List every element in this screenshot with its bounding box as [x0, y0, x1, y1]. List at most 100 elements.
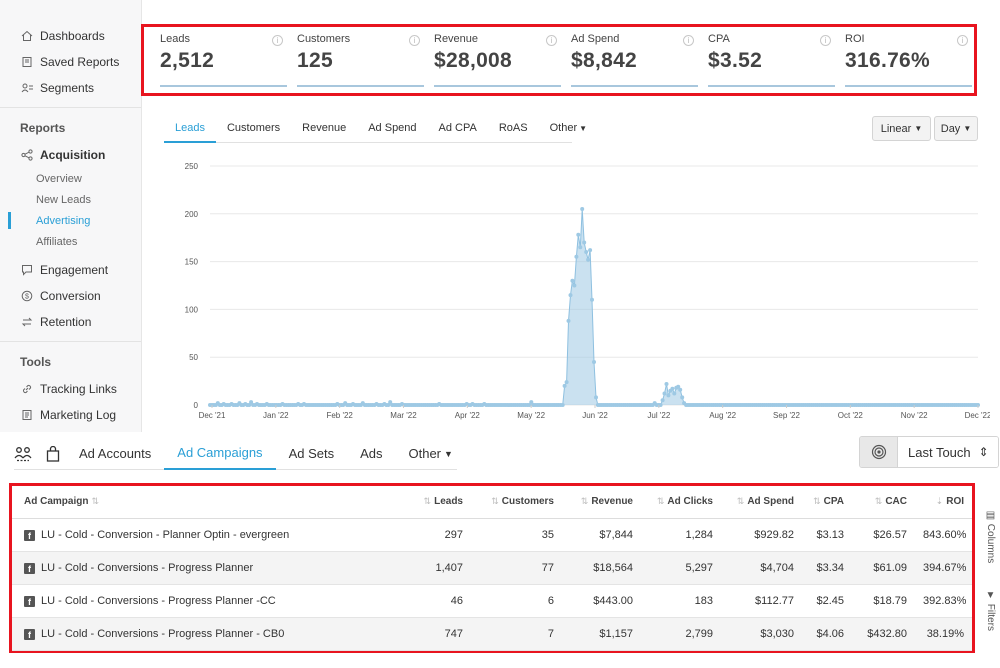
kpi-card-revenue[interactable]: Revenue i $28,008	[434, 31, 561, 87]
kpi-value: $8,842	[571, 49, 638, 72]
filters-toggle[interactable]: ▼ Filters	[985, 590, 996, 631]
kpi-label: Customers	[297, 33, 351, 45]
column-header-ad-clicks[interactable]: ⇅ Ad Clicks	[641, 486, 721, 519]
attribution-dropdown[interactable]: Last Touch ⇕	[898, 437, 998, 467]
tab-ad-accounts[interactable]: Ad Accounts	[79, 446, 152, 461]
info-icon[interactable]: i	[957, 35, 968, 46]
sidebar-sub-advertising[interactable]: Advertising	[0, 210, 141, 231]
series-area	[210, 209, 978, 405]
columns-toggle[interactable]: ▤ Columns	[985, 510, 996, 563]
column-header-roi[interactable]: ⇣ ROI	[915, 486, 972, 519]
sidebar-item-dashboards[interactable]: Dashboards	[0, 23, 141, 49]
sidebar-item-segments[interactable]: Segments	[0, 75, 141, 101]
tab-ad-spend[interactable]: Ad Spend	[368, 122, 417, 134]
sidebar-item-saved-reports[interactable]: Saved Reports	[0, 49, 141, 75]
cell-ad-spend: $3,030	[721, 617, 802, 651]
column-header-ad-spend[interactable]: ⇅ Ad Spend	[721, 486, 802, 519]
people-icon[interactable]	[14, 444, 32, 464]
cell-ad-clicks: 183	[641, 584, 721, 618]
sidebar-item-acquisition[interactable]: Acquisition	[0, 142, 141, 168]
table-row[interactable]: f LU - Cold - Conversions - Progress Plan…	[12, 551, 972, 585]
table-row[interactable]: f LU - Cold - Conversions - Progress Plan…	[12, 584, 972, 618]
bag-icon[interactable]	[46, 444, 60, 464]
cell-leads: 747	[396, 617, 471, 651]
sidebar-divider	[0, 341, 141, 342]
kpi-label: Ad Spend	[571, 33, 620, 45]
scale-dropdown[interactable]: Linear ▼	[872, 116, 931, 141]
interval-dropdown[interactable]: Day ▼	[934, 116, 978, 141]
tab-other[interactable]: Other ▼	[396, 438, 466, 470]
sidebar-sub-overview[interactable]: Overview	[36, 172, 82, 185]
cell-cac: $18.79	[852, 584, 915, 618]
caret-down-icon: ▼	[963, 124, 972, 133]
x-tick-label: Jun '22	[582, 411, 608, 420]
sidebar-item-retention[interactable]: Retention	[0, 309, 141, 335]
info-icon[interactable]: i	[546, 35, 557, 46]
tab-ad-campaigns[interactable]: Ad Campaigns	[164, 438, 276, 470]
kpi-card-cpa[interactable]: CPA i $3.52	[708, 31, 835, 87]
sort-icon: ⇅	[813, 496, 821, 507]
campaign-name: LU - Cold - Conversions - Progress Plann…	[41, 627, 285, 640]
sort-icon: ⇅	[656, 496, 665, 507]
sort-desc-icon: ⇣	[935, 496, 944, 507]
cell-ad-spend: $929.82	[721, 518, 802, 552]
tab-roas[interactable]: RoAS	[498, 122, 528, 134]
info-icon[interactable]: i	[820, 35, 831, 46]
cell-leads: 1,407	[396, 551, 471, 585]
tab-revenue[interactable]: Revenue	[302, 122, 347, 134]
kpi-label: Revenue	[434, 33, 479, 45]
info-icon[interactable]: i	[683, 35, 694, 46]
sort-icon: ⇅	[423, 496, 432, 507]
tab-ad-cpa[interactable]: Ad CPA	[438, 122, 477, 134]
x-tick-label: Jan '22	[263, 411, 289, 420]
dollar-icon: $	[20, 289, 34, 303]
column-header-cac[interactable]: ⇅ CAC	[852, 486, 915, 519]
info-icon[interactable]: i	[409, 35, 420, 46]
sidebar-item-engagement[interactable]: Engagement	[0, 257, 141, 283]
x-tick-label: Jul '22	[647, 411, 670, 420]
sidebar-item-label: Engagement	[40, 263, 109, 277]
sidebar-item-label: Dashboards	[40, 29, 105, 43]
tab-leads[interactable]: Leads	[164, 117, 216, 143]
column-header-leads[interactable]: ⇅ Leads	[396, 486, 471, 519]
data-point	[568, 293, 573, 298]
header-label: Leads	[434, 496, 463, 508]
kpi-card-roi[interactable]: ROI i 316.76%	[845, 31, 972, 87]
header-label: Ad Clicks	[667, 496, 713, 508]
column-header-cpa[interactable]: ⇅ CPA	[802, 486, 852, 519]
cell-revenue: $1,157	[562, 617, 641, 651]
kpi-card-ad-spend[interactable]: Ad Spend i $8,842	[571, 31, 698, 87]
sidebar-sub-affiliates[interactable]: Affiliates	[36, 235, 78, 248]
tab-ad-sets[interactable]: Ad Sets	[288, 446, 335, 461]
sidebar-item-marketing-log[interactable]: Marketing Log	[0, 402, 141, 428]
sidebar-item-label: Saved Reports	[40, 55, 120, 69]
tab-customers[interactable]: Customers	[226, 122, 281, 134]
target-icon[interactable]	[860, 437, 898, 467]
sidebar-item-label: Segments	[40, 81, 95, 95]
header-label: Customers	[501, 496, 554, 508]
kpi-card-leads[interactable]: Leads i 2,512	[160, 31, 287, 87]
tab-ads[interactable]: Ads	[360, 446, 383, 461]
kpi-label: CPA	[708, 33, 730, 45]
x-tick-label: Nov '22	[901, 411, 928, 420]
data-point	[678, 387, 683, 392]
column-header-ad-campaign[interactable]: Ad Campaign ⇅	[12, 486, 396, 519]
table-row[interactable]: f LU - Cold - Conversion - Planner Optin …	[12, 518, 972, 552]
kpi-card-customers[interactable]: Customers i 125	[297, 31, 424, 87]
log-icon	[20, 408, 34, 422]
table-row[interactable]: f LU - Cold - Conversions - Progress Plan…	[12, 617, 972, 651]
cell-ad-campaign: f LU - Cold - Conversions - Progress Plan…	[12, 617, 396, 651]
kpi-value: $3.52	[708, 49, 763, 72]
table-tabs: Ad Accounts Ad Campaigns Ad Sets Ads Oth…	[14, 438, 457, 470]
column-header-revenue[interactable]: ⇅ Revenue	[562, 486, 641, 519]
column-header-customers[interactable]: ⇅ Customers	[471, 486, 562, 519]
sidebar-item-tracking-links[interactable]: Tracking Links	[0, 376, 141, 402]
y-tick-label: 50	[189, 353, 198, 362]
sidebar-sub-new-leads[interactable]: New Leads	[36, 193, 92, 206]
info-icon[interactable]: i	[272, 35, 283, 46]
sidebar-item-conversion[interactable]: $ Conversion	[0, 283, 141, 309]
saved-icon	[20, 55, 34, 69]
tab-other[interactable]: Other ▼	[539, 117, 598, 143]
cell-ad-campaign: f LU - Cold - Conversions - Progress Plan…	[12, 584, 396, 618]
cell-customers: 7	[471, 617, 562, 651]
